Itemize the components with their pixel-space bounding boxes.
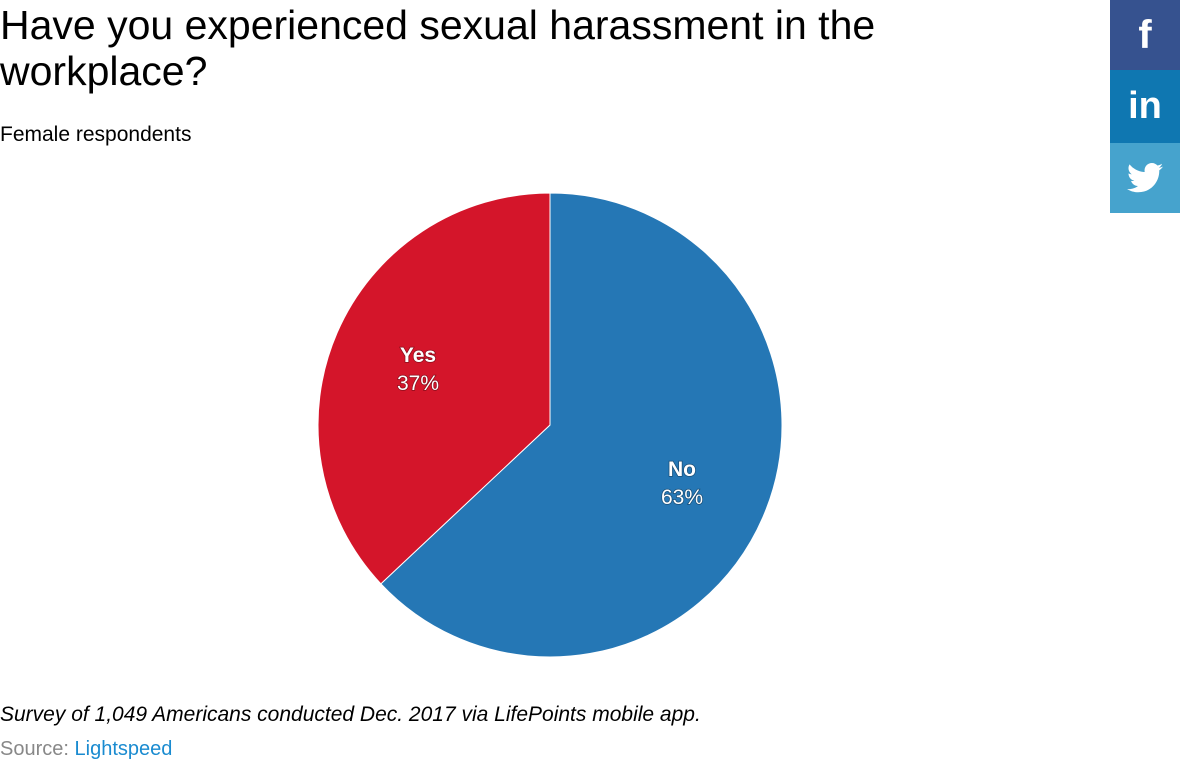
source-line: Source: Lightspeed bbox=[0, 738, 172, 761]
pie-slice-yes bbox=[317, 192, 551, 585]
slice-value-no: 63% bbox=[661, 486, 703, 509]
twitter-bird-icon bbox=[1127, 163, 1163, 193]
linkedin-icon: in bbox=[1128, 85, 1162, 127]
linkedin-share-button[interactable]: in bbox=[1110, 70, 1180, 143]
facebook-icon: f bbox=[1138, 12, 1152, 57]
slice-value-yes: 37% bbox=[397, 372, 439, 395]
slice-label-yes: Yes bbox=[400, 344, 436, 367]
slice-label-no: No bbox=[668, 458, 696, 481]
source-label: Source: bbox=[0, 738, 69, 760]
twitter-share-button[interactable] bbox=[1110, 143, 1180, 213]
chart-subtitle: Female respondents bbox=[0, 123, 192, 146]
survey-note: Survey of 1,049 Americans conducted Dec.… bbox=[0, 703, 701, 726]
pie-chart: No 63% Yes 37% bbox=[317, 192, 783, 658]
facebook-share-button[interactable]: f bbox=[1110, 0, 1180, 70]
chart-title: Have you experienced sexual harassment i… bbox=[0, 2, 876, 94]
source-link[interactable]: Lightspeed bbox=[74, 738, 173, 760]
pie-slice-no bbox=[380, 192, 783, 658]
